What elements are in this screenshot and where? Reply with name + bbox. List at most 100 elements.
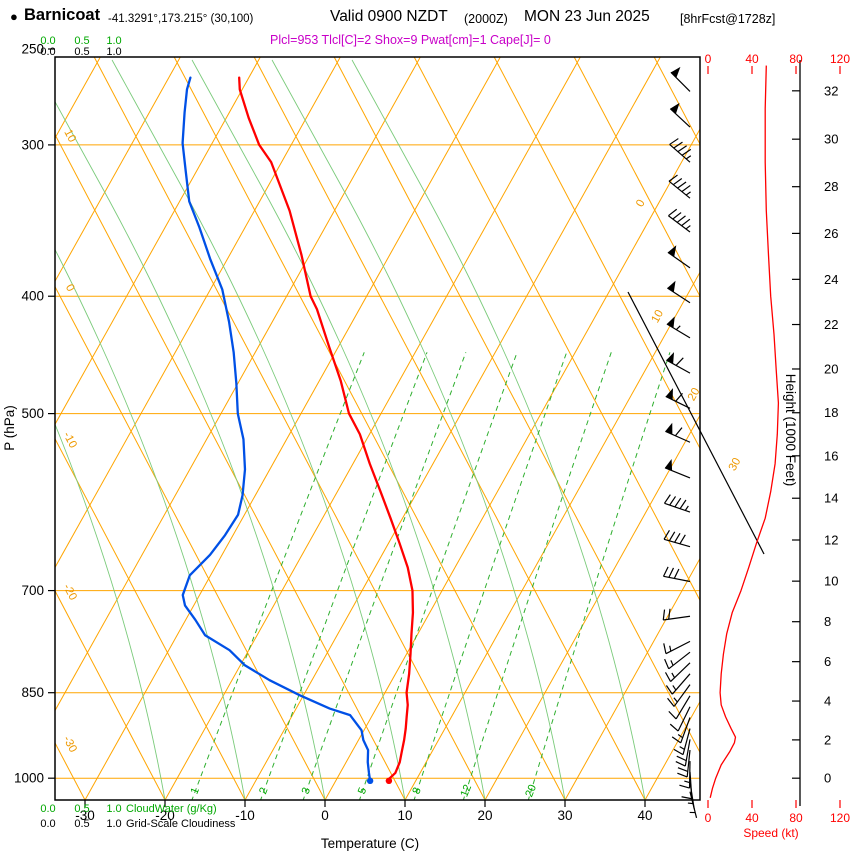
svg-text:Grid-Scale Cloudiness: Grid-Scale Cloudiness: [126, 818, 236, 830]
svg-text:700: 700: [21, 583, 44, 598]
svg-text:CloudWater (g/Kg): CloudWater (g/Kg): [126, 803, 217, 815]
dewpoint-curve: [181, 76, 372, 782]
svg-text:20: 20: [686, 386, 703, 403]
svg-text:30: 30: [727, 456, 744, 473]
svg-text:-30: -30: [75, 808, 95, 823]
svg-text:850: 850: [21, 685, 44, 700]
svg-text:0: 0: [321, 808, 329, 823]
valid-time: Valid 0900 NZDT: [330, 8, 448, 25]
pressure-axis: 250 300 400 500 700 850 1000 P (hPa): [2, 42, 55, 786]
mixing-ratio-lines: [191, 352, 671, 800]
surface-dewpoint-dot: [366, 777, 374, 785]
svg-text:20: 20: [523, 783, 539, 799]
svg-text:10: 10: [397, 808, 412, 823]
svg-text:5: 5: [356, 786, 369, 796]
svg-text:12: 12: [458, 783, 474, 799]
valid-date: MON 23 Jun 2025: [524, 8, 650, 25]
svg-text:10: 10: [61, 128, 78, 145]
svg-text:0: 0: [634, 198, 648, 209]
svg-text:6: 6: [824, 654, 831, 669]
svg-text:26: 26: [824, 226, 838, 241]
temperature-axis: -30 -20 -10 0 10 20 30 40 Temperature (C): [75, 800, 653, 851]
station-coordinates: -41.3291°,173.215° (30,100): [108, 13, 254, 25]
cloudwater-scale: 0.00.00.50.51.01.0 CloudWater (g/Kg): [40, 35, 216, 815]
valid-time-utc: (2000Z): [464, 12, 508, 26]
svg-text:0.0: 0.0: [40, 818, 55, 830]
svg-text:250: 250: [21, 42, 44, 57]
svg-text:40: 40: [745, 811, 759, 825]
svg-text:-20: -20: [155, 808, 175, 823]
adiabat-labels: 10 0 -10 -20 -30: [60, 128, 78, 755]
svg-text:0.0: 0.0: [40, 803, 55, 815]
svg-text:0.0: 0.0: [40, 46, 55, 58]
svg-text:0.0: 0.0: [40, 35, 55, 47]
svg-text:3: 3: [300, 786, 313, 796]
svg-text:Temperature (C): Temperature (C): [321, 836, 419, 851]
svg-text:22: 22: [824, 317, 838, 332]
svg-text:8: 8: [824, 614, 831, 629]
svg-text:0: 0: [824, 771, 831, 786]
svg-text:18: 18: [824, 405, 838, 420]
forecast-run-info: [8hrFcst@1728z]: [680, 12, 776, 26]
svg-text:500: 500: [21, 406, 44, 421]
svg-text:Speed (kt): Speed (kt): [743, 826, 798, 840]
svg-text:14: 14: [824, 491, 838, 506]
svg-text:1.0: 1.0: [106, 46, 121, 58]
svg-text:-10: -10: [60, 430, 78, 450]
svg-text:300: 300: [21, 137, 44, 152]
svg-text:2: 2: [824, 732, 831, 747]
svg-text:1.0: 1.0: [106, 35, 121, 47]
svg-text:0: 0: [705, 811, 712, 825]
svg-text:24: 24: [824, 272, 838, 287]
svg-text:1.0: 1.0: [106, 803, 121, 815]
svg-text:-30: -30: [60, 734, 78, 754]
svg-text:28: 28: [824, 179, 838, 194]
svg-text:80: 80: [789, 52, 803, 66]
reference-line: [627, 291, 765, 555]
svg-text:10: 10: [824, 574, 838, 589]
svg-text:1: 1: [189, 786, 202, 796]
isobar-grid: [55, 144, 700, 779]
isotherm-grid: [55, 57, 700, 800]
svg-text:12: 12: [824, 533, 838, 548]
svg-text:1000: 1000: [14, 771, 44, 786]
sounding-parameters: Plcl=953 Tlcl[C]=2 Shox=9 Pwat[cm]=1 Cap…: [270, 33, 551, 47]
svg-text:120: 120: [830, 811, 850, 825]
dry-adiabats: [55, 57, 700, 800]
svg-text:P (hPa): P (hPa): [2, 405, 17, 451]
svg-text:-10: -10: [235, 808, 255, 823]
svg-text:40: 40: [745, 52, 759, 66]
station-name: Barnicoat: [24, 6, 101, 24]
svg-text:20: 20: [477, 808, 492, 823]
temperature-curve: [238, 76, 415, 782]
svg-text:0.5: 0.5: [74, 803, 89, 815]
svg-text:0.5: 0.5: [74, 46, 89, 58]
svg-text:16: 16: [824, 448, 838, 463]
svg-text:20: 20: [824, 361, 838, 376]
svg-text:10: 10: [649, 308, 666, 325]
svg-text:120: 120: [830, 52, 850, 66]
svg-text:400: 400: [21, 289, 44, 304]
station-bullet-icon: ●: [10, 9, 18, 24]
svg-text:30: 30: [557, 808, 572, 823]
surface-temp-dot: [385, 777, 393, 785]
svg-text:-20: -20: [60, 582, 78, 602]
isotherm-labels: 0 10 20 30: [634, 198, 743, 473]
svg-text:2: 2: [257, 786, 270, 796]
svg-text:0: 0: [705, 52, 712, 66]
svg-text:1.0: 1.0: [106, 818, 121, 830]
plot-frame: [54, 56, 701, 801]
svg-text:4: 4: [824, 694, 831, 709]
svg-text:Height (1000 Feet): Height (1000 Feet): [783, 374, 798, 487]
svg-text:0: 0: [63, 282, 77, 293]
wind-barbs: [662, 66, 698, 819]
svg-text:32: 32: [824, 83, 838, 98]
svg-text:8: 8: [410, 786, 423, 796]
svg-text:80: 80: [789, 811, 803, 825]
svg-text:30: 30: [824, 132, 838, 147]
moist-adiabats: [55, 59, 646, 800]
